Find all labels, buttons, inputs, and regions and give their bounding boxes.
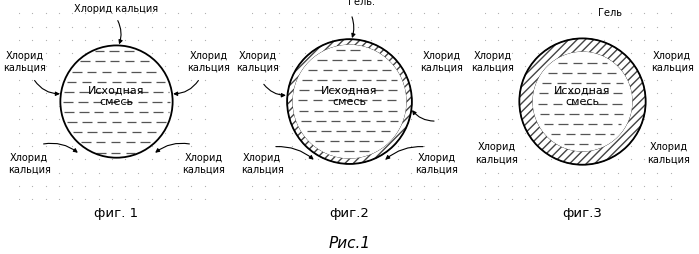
- Text: Хлорид
кальция: Хлорид кальция: [475, 142, 518, 163]
- Text: Гель.: Гель.: [347, 0, 375, 7]
- Text: Хлорид
кальция: Хлорид кальция: [240, 152, 284, 173]
- Text: Рис.1: Рис.1: [329, 235, 370, 250]
- Text: Хлорид
кальция: Хлорид кальция: [182, 152, 225, 173]
- Text: фиг. 1: фиг. 1: [94, 206, 138, 219]
- Circle shape: [287, 40, 412, 164]
- Circle shape: [519, 39, 646, 165]
- Text: Хлорид кальция: Хлорид кальция: [74, 4, 159, 14]
- Text: Гель: Гель: [598, 8, 622, 18]
- Text: Хлорид
кальция: Хлорид кальция: [420, 51, 463, 73]
- Circle shape: [294, 46, 405, 158]
- Text: Хлорид
кальция: Хлорид кальция: [415, 152, 459, 173]
- Text: Хлорид
кальция: Хлорид кальция: [187, 51, 230, 73]
- Circle shape: [60, 46, 173, 158]
- Text: Исходная
смесь: Исходная смесь: [88, 85, 145, 107]
- Text: фиг.2: фиг.2: [329, 206, 370, 219]
- Text: Исходная
смесь: Исходная смесь: [554, 85, 611, 107]
- Text: фиг.3: фиг.3: [563, 206, 603, 219]
- Text: Хлорид
кальция: Хлорид кальция: [471, 51, 514, 73]
- Circle shape: [294, 46, 405, 158]
- Text: Хлорид
кальция: Хлорид кальция: [3, 51, 46, 73]
- Circle shape: [533, 53, 632, 151]
- Text: Хлорид
кальция: Хлорид кальция: [647, 142, 690, 163]
- Text: Исходная
смесь: Исходная смесь: [322, 85, 377, 107]
- Text: Хлорид
кальция: Хлорид кальция: [236, 51, 279, 73]
- Text: Хлорид
кальция: Хлорид кальция: [8, 152, 50, 173]
- Circle shape: [533, 53, 632, 151]
- Text: Хлорид
кальция: Хлорид кальция: [651, 51, 693, 73]
